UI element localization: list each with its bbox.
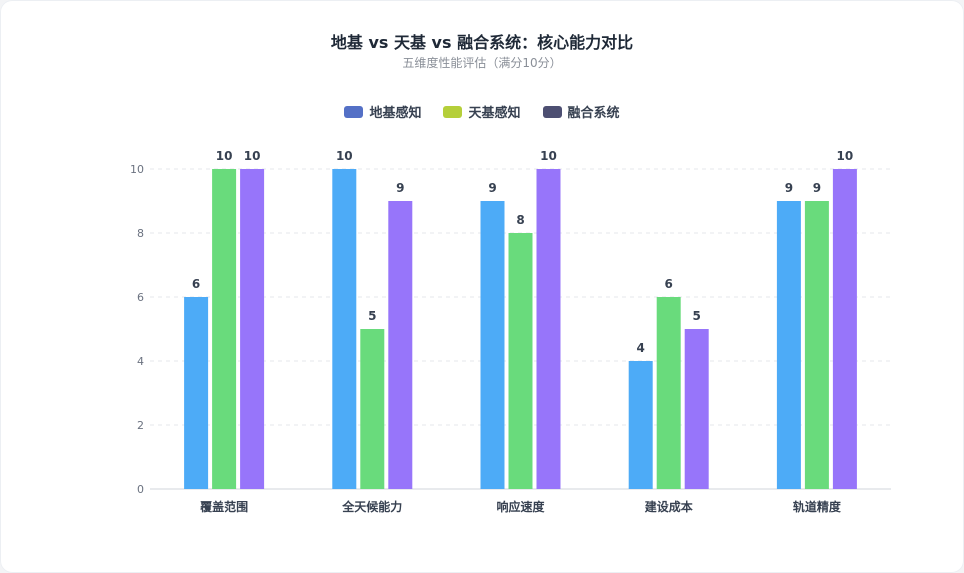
y-tick-label: 6 [137,291,144,304]
legend-label-fusion: 融合系统 [567,106,620,121]
bar-value-label: 5 [693,309,701,323]
bar [628,361,653,489]
bar [508,233,533,489]
bar-value-label: 5 [368,309,376,323]
legend-item-ground[interactable]: 地基感知 [344,102,421,121]
bar-value-label: 10 [244,149,261,163]
bar [832,169,857,489]
y-tick-label: 10 [130,163,144,176]
chart-title: 地基 vs 天基 vs 融合系统：核心能力对比 [330,33,634,52]
chart-legend: 地基感知 天基感知 融合系统 [0,102,964,121]
x-tick-label: 覆盖范围 [199,499,248,514]
bar [684,329,709,489]
legend-item-space[interactable]: 天基感知 [443,102,521,121]
y-tick-label: 2 [137,419,144,432]
bar-value-label: 9 [785,181,793,195]
bar-value-label: 10 [216,149,233,163]
chart-subtitle: 五维度性能评估（满分10分） [402,56,562,70]
bar [656,297,681,489]
bar [332,169,357,489]
bar [388,201,413,489]
bar [360,329,385,489]
bar-value-label: 9 [396,181,404,195]
bar-value-label: 6 [665,277,673,291]
bar-value-label: 10 [837,149,854,163]
bar [480,201,505,489]
bar-value-label: 10 [336,149,353,163]
y-tick-label: 8 [137,227,144,240]
legend-swatch-space [443,105,463,118]
bar-value-label: 6 [192,277,200,291]
bar-value-label: 8 [516,213,524,227]
legend-swatch-ground [344,105,364,118]
bar [212,169,237,489]
bar-value-label: 9 [488,181,496,195]
bar [184,297,209,489]
y-tick-label: 4 [137,355,144,368]
bar [804,201,829,489]
x-tick-label: 响应速度 [496,499,545,514]
legend-label-space: 天基感知 [468,106,521,121]
x-tick-label: 建设成本 [644,499,693,514]
bar [240,169,265,489]
bar-value-label: 10 [540,149,557,163]
bar-value-label: 4 [637,341,645,355]
legend-item-fusion[interactable]: 融合系统 [542,102,620,121]
bar [776,201,801,489]
x-tick-label: 轨道精度 [793,499,842,514]
legend-swatch-fusion [542,105,562,118]
y-tick-label: 0 [137,483,144,496]
x-tick-label: 全天候能力 [341,499,402,514]
bar [536,169,561,489]
legend-label-ground: 地基感知 [369,106,422,121]
bar-value-label: 9 [813,181,821,195]
